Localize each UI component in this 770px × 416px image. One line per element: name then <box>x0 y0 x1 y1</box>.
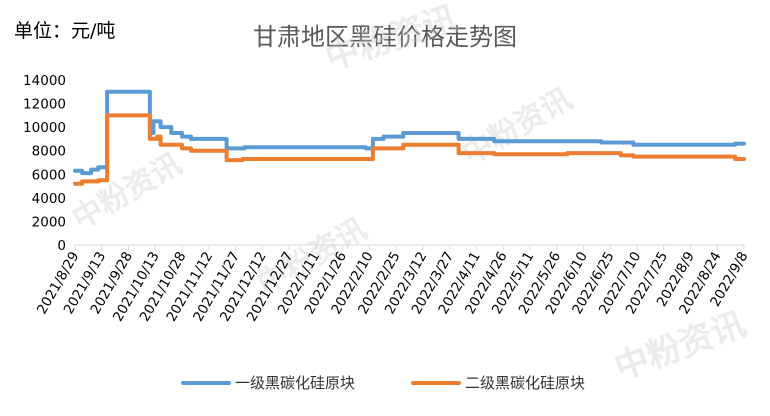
y-tick-label: 2000 <box>32 214 66 230</box>
chart-title: 甘肃地区黑硅价格走势图 <box>253 23 517 51</box>
legend-label: 一级黑碳化硅原块 <box>235 374 355 392</box>
unit-label: 单位：元/吨 <box>14 20 116 42</box>
y-tick-label: 4000 <box>32 191 66 207</box>
y-tick-label: 0 <box>57 238 66 254</box>
watermark-text: 中粉资讯 <box>609 304 750 388</box>
y-tick-label: 8000 <box>32 144 66 160</box>
legend-label: 二级黑碳化硅原块 <box>465 374 585 392</box>
y-tick-label: 14000 <box>23 73 66 89</box>
watermark-text: 中粉资讯 <box>457 82 578 172</box>
legend: 一级黑碳化硅原块 二级黑碳化硅原块 <box>181 374 585 392</box>
watermark-text: 中粉资讯 <box>67 147 188 237</box>
y-tick-label: 12000 <box>23 97 66 113</box>
y-tick-label: 10000 <box>23 120 66 136</box>
series-line <box>73 113 746 186</box>
watermark-text: 中粉资讯 <box>320 0 462 79</box>
y-tick-label: 6000 <box>32 167 66 183</box>
